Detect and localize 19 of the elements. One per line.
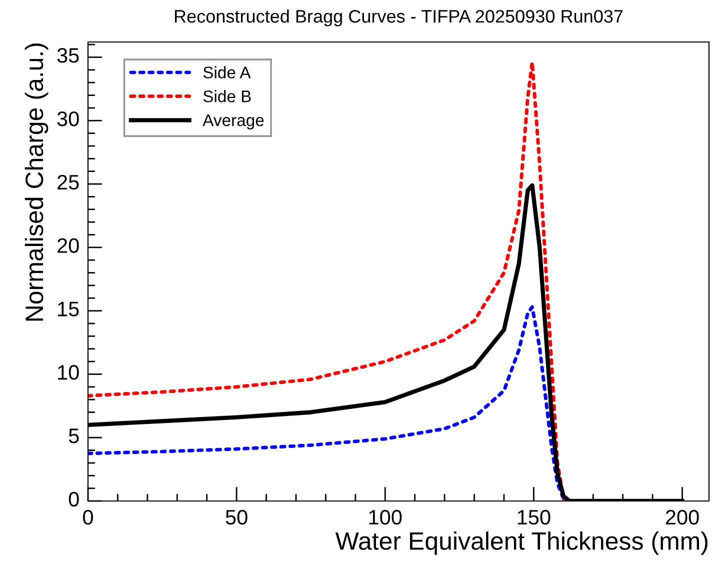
- x-tick-label: 0: [83, 510, 93, 525]
- y-axis-title: Normalised Charge (a.u.): [24, 44, 48, 321]
- y-tick-label: 15: [58, 302, 79, 316]
- x-tick-label: 150: [518, 510, 550, 525]
- y-tick-label: 0: [68, 492, 79, 507]
- x-tick-label: 200: [666, 510, 699, 525]
- y-tick-label: 20: [58, 238, 79, 253]
- x-tick-label: 100: [369, 510, 402, 525]
- legend-label: Side B: [203, 90, 251, 102]
- y-tick-label: 5: [68, 428, 79, 444]
- legend-label: Average: [202, 114, 264, 130]
- chart-title: Reconstructed Bragg Curves - TIFPA 20250930 Run037: [174, 9, 623, 26]
- x-axis-title: Water Equivalent Thickness (mm): [335, 532, 708, 555]
- y-tick-label: 35: [57, 48, 79, 63]
- x-tick-label: 50: [226, 510, 248, 525]
- y-tick-label: 10: [58, 365, 79, 380]
- y-tick-label: 25: [58, 174, 79, 190]
- legend-label: Side A: [203, 66, 251, 78]
- y-tick-label: 30: [57, 111, 79, 126]
